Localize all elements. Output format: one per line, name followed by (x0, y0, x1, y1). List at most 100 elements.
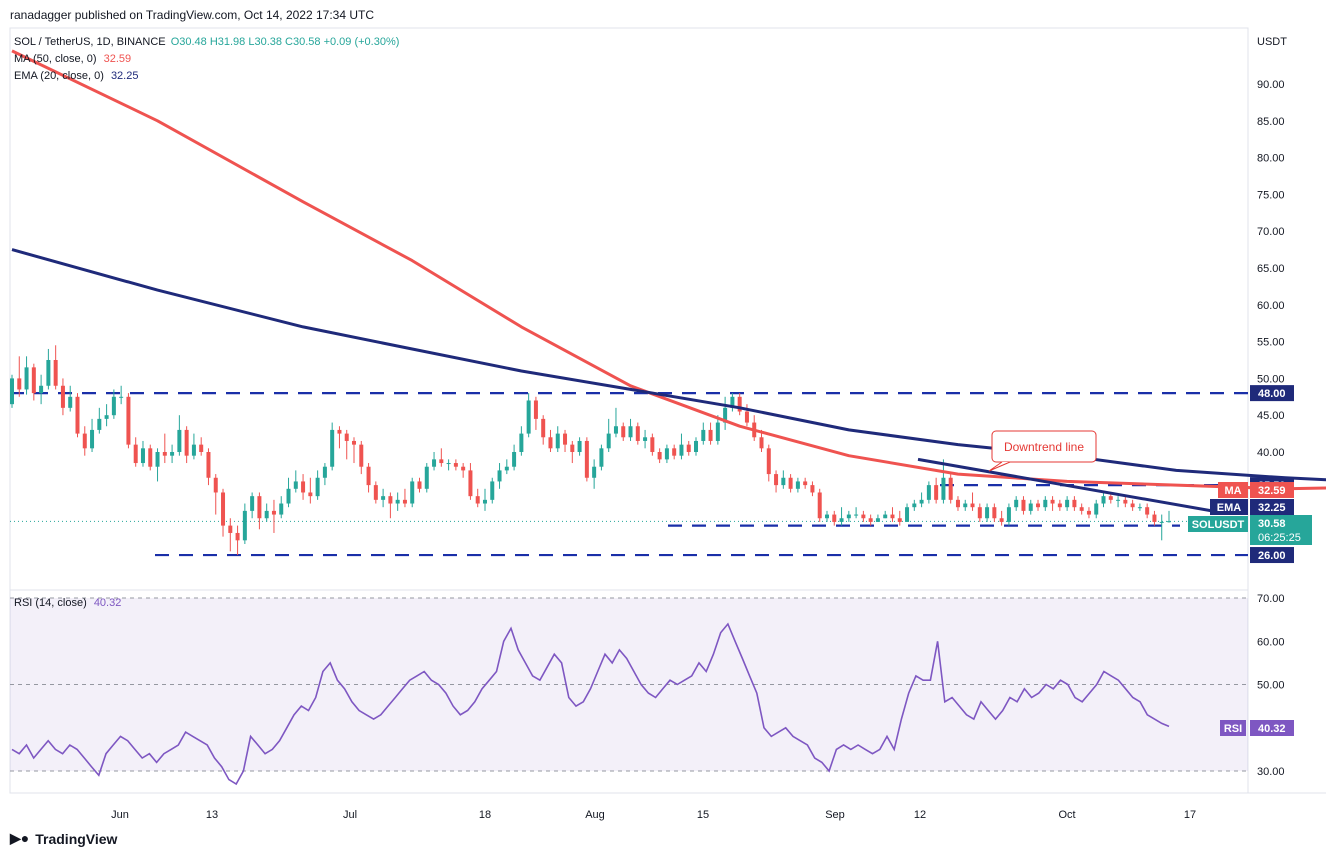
candle-body (402, 499, 407, 504)
candle-body (621, 426, 626, 438)
candle (592, 459, 597, 489)
candle (977, 503, 982, 522)
tradingview-logo-icon: ▶● (10, 830, 30, 846)
candle (992, 503, 997, 522)
candle (861, 510, 866, 522)
countdown-timer: 06:25:25 (1258, 532, 1301, 544)
candle-body (963, 503, 968, 508)
candle (963, 499, 968, 511)
downtrend-line (917, 457, 1213, 513)
candle-body (242, 510, 247, 541)
candle-body (1130, 503, 1135, 508)
price-tick-label: 80.00 (1257, 153, 1285, 165)
candle (432, 452, 437, 471)
candle (846, 510, 851, 522)
candle (228, 518, 233, 552)
candle (344, 429, 349, 460)
candle-body (701, 429, 706, 441)
candle (322, 463, 327, 486)
candle (1101, 492, 1106, 508)
candle-body (613, 426, 618, 434)
price-axis[interactable]: USDT 90.00 85.00 80.00 75.00 70.00 65.00 60.00 5… (1188, 36, 1312, 778)
candle-body (82, 433, 87, 449)
candle (410, 477, 415, 508)
last-price-bg (1250, 515, 1312, 545)
candle (723, 396, 728, 430)
candle-body (1086, 510, 1091, 515)
candle-body (1159, 521, 1164, 523)
ma-value-tag: 32.59 (1250, 482, 1294, 498)
candle (140, 440, 145, 467)
candle (111, 389, 116, 419)
candle (672, 444, 677, 460)
candle (46, 348, 51, 390)
candle-body (235, 532, 240, 541)
candle (104, 404, 109, 427)
legend-rsi-row[interactable]: RSI (14, close) 40.32 (14, 597, 121, 609)
candle-body (228, 525, 233, 533)
candle (1014, 496, 1019, 511)
candle (439, 448, 444, 467)
candle-body (286, 488, 291, 504)
candle-body (468, 470, 473, 497)
label-text: MA (1224, 485, 1241, 497)
legend-ema-row[interactable]: EMA (20, close, 0) 32.25 (14, 70, 138, 82)
candle-body (337, 429, 342, 434)
candle-body (140, 448, 145, 464)
candle-body (148, 448, 153, 467)
candle-body (424, 466, 429, 489)
candle-body (1021, 499, 1026, 511)
ema-value-tag: 32.25 (1250, 499, 1294, 515)
candle-body (344, 433, 349, 441)
candle-body (322, 466, 327, 478)
ma-label: MA (50, close, 0) (14, 53, 97, 65)
candle (1137, 503, 1142, 511)
candle-body (912, 503, 917, 508)
candle-body (977, 507, 982, 519)
candle-body (1050, 499, 1055, 504)
downtrend-line-group[interactable]: Downtrend line (917, 430, 1213, 513)
candle (803, 477, 808, 489)
candle-body (599, 448, 604, 467)
candle-body (90, 429, 95, 449)
candle-body (162, 452, 167, 456)
candle (1152, 510, 1157, 526)
candle (221, 488, 226, 537)
candle-body (795, 481, 800, 489)
candle (890, 507, 895, 522)
rsi-value: 40.32 (93, 597, 122, 609)
candle (897, 510, 902, 526)
candle-body (766, 448, 771, 475)
candle (90, 418, 95, 452)
ma-50-path (11, 49, 1326, 491)
candle (694, 437, 699, 456)
axis-tag-bg (1250, 547, 1294, 564)
candle-body (955, 499, 960, 508)
axis-tag-bg (1250, 499, 1294, 515)
candle (970, 492, 975, 511)
candle-body (133, 444, 138, 464)
time-tick-label: 15 (697, 809, 709, 821)
candle-body (890, 514, 895, 519)
candle (53, 345, 58, 390)
time-axis[interactable]: Jun 13 Jul 18 Aug 15 Sep 12 Oct 17 (111, 809, 1196, 821)
candle-body (257, 496, 262, 519)
callout-pointer (988, 461, 1011, 472)
candle (82, 426, 87, 456)
candle (170, 444, 175, 464)
candle (905, 503, 910, 522)
candle-body (1137, 507, 1142, 509)
candle-body (563, 433, 568, 445)
legend-ma-row[interactable]: MA (50, close, 0) 32.59 (14, 53, 131, 65)
candle-body (104, 415, 109, 419)
price-tick-label: 65.00 (1257, 263, 1285, 275)
candle-body (504, 466, 509, 471)
candle (97, 407, 102, 434)
candle-body (846, 514, 851, 519)
candle (1065, 496, 1070, 511)
price-tick-label: 55.00 (1257, 337, 1285, 349)
rsi-tick-label: 50.00 (1257, 680, 1285, 692)
tradingview-brand[interactable]: ▶● TradingView (10, 830, 117, 847)
candle (664, 444, 669, 464)
